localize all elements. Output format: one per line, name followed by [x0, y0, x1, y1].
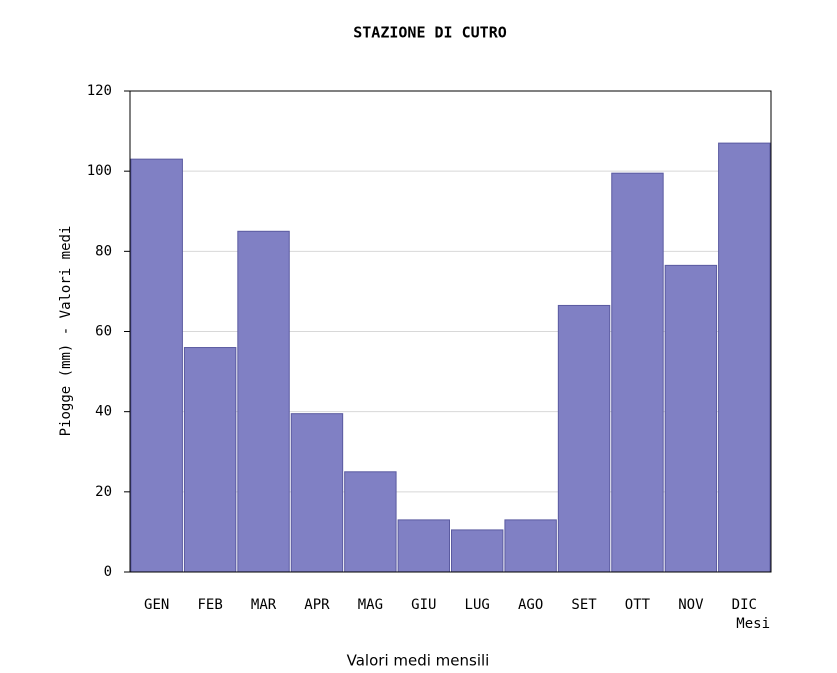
bar: [664, 264, 718, 573]
bar: [557, 304, 611, 573]
bar: [397, 519, 451, 573]
y-tick-label: 100: [87, 163, 112, 179]
bar: [130, 158, 183, 573]
x-tick-label: GEN: [144, 597, 169, 613]
y-tick-label: 80: [95, 243, 112, 259]
x-tick-label: DIC: [732, 597, 757, 613]
x-tick-label: GIU: [411, 597, 436, 613]
bar: [183, 347, 237, 573]
chart-title: STAZIONE DI CUTRO: [353, 24, 507, 42]
x-tick-label: APR: [304, 597, 330, 613]
x-tick-label: FEB: [197, 597, 222, 613]
x-tick-label: NOV: [678, 597, 704, 613]
y-tick-label: 60: [95, 324, 112, 340]
y-axis-label: Piogge (mm) - Valori medi: [58, 226, 74, 437]
y-tick-label: 20: [95, 484, 112, 500]
y-tick-label: 0: [104, 564, 112, 580]
x-tick-label: LUG: [465, 597, 490, 613]
x-axis-label: Mesi: [736, 616, 770, 632]
y-tick-label: 40: [95, 404, 112, 420]
x-tick-label: SET: [571, 597, 597, 613]
bar: [344, 471, 397, 573]
x-tick-label: MAG: [358, 597, 383, 613]
caption: Valori medi mensili: [347, 652, 490, 670]
bar: [718, 142, 771, 573]
bar: [611, 172, 664, 573]
bar: [504, 519, 557, 573]
x-tick-label: MAR: [251, 597, 277, 613]
bar: [237, 230, 290, 573]
x-tick-label: AGO: [518, 597, 543, 613]
bar: [290, 413, 344, 573]
plot-frame: [129, 90, 772, 573]
bar: [451, 529, 504, 573]
y-tick-label: 120: [87, 83, 112, 99]
x-tick-label: OTT: [625, 597, 651, 613]
